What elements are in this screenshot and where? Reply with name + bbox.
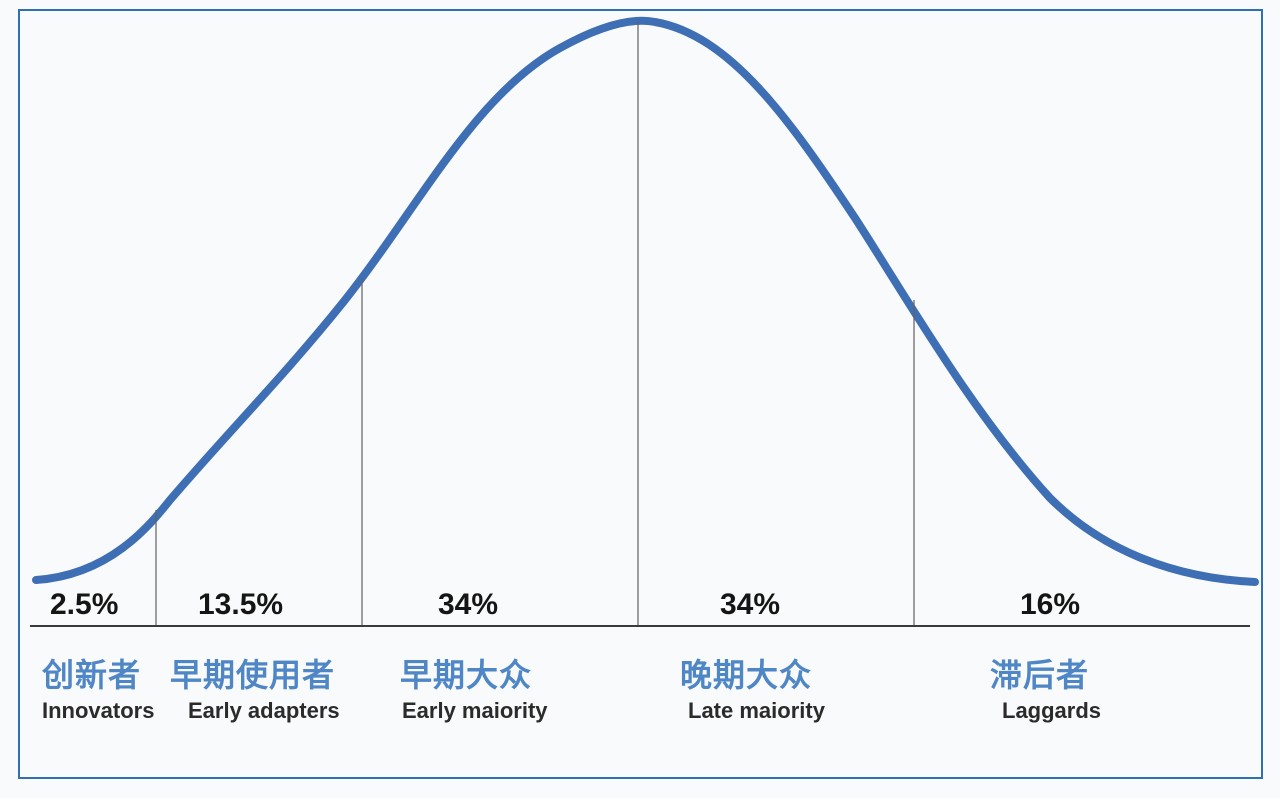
category-label-en: Laggards <box>1002 698 1101 724</box>
category-label-en: Early adapters <box>188 698 340 724</box>
category-label-cn: 滞后者 <box>990 650 1089 696</box>
percentage-label: 13.5% <box>198 588 283 622</box>
category-label-cn: 早期使用者 <box>170 650 335 696</box>
category-label-cn: 晚期大众 <box>680 650 812 696</box>
percentage-label: 34% <box>720 588 780 622</box>
bell-curve <box>36 21 1255 582</box>
percentage-label: 34% <box>438 588 498 622</box>
percentage-label: 16% <box>1020 588 1080 622</box>
category-label-en: Early maiority <box>402 698 548 724</box>
category-label-cn: 早期大众 <box>400 650 532 696</box>
percentage-label: 2.5% <box>50 588 118 622</box>
category-label-en: Innovators <box>42 698 154 724</box>
category-label-en: Late maiority <box>688 698 825 724</box>
category-label-cn: 创新者 <box>42 650 141 696</box>
section-dividers <box>156 22 914 625</box>
